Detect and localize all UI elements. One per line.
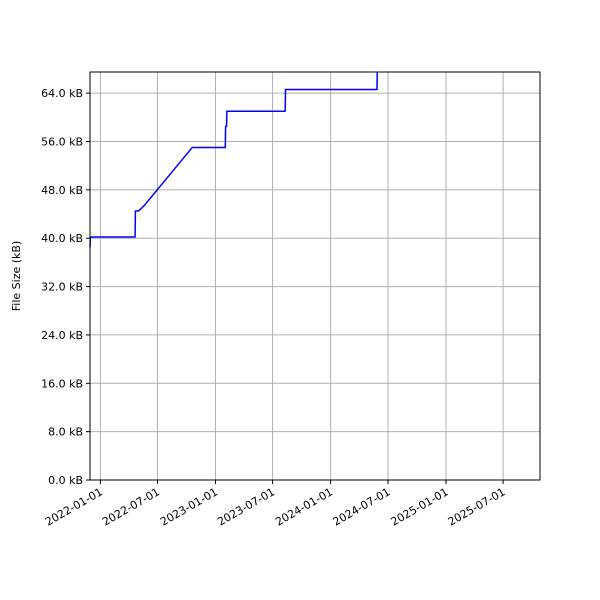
y-tick-label: 40.0 kB (41, 232, 83, 245)
y-tick-label: 64.0 kB (41, 87, 83, 100)
y-tick-label: 0.0 kB (48, 474, 83, 487)
series-line (89, 71, 379, 248)
y-tick-label: 56.0 kB (41, 136, 83, 149)
series-lines (89, 71, 379, 248)
y-tick-label: 8.0 kB (48, 426, 83, 439)
y-tick-label: 24.0 kB (41, 329, 83, 342)
y-tick-label: 16.0 kB (41, 377, 83, 390)
y-axis-ticks: 0.0 kB 8.0 kB 16.0 kB 24.0 kB 32.0 kB 40.0 kB… (41, 87, 90, 487)
y-tick-label: 32.0 kB (41, 281, 83, 294)
y-tick-label: 48.0 kB (41, 184, 83, 197)
y-axis-label: File Size (kB) (10, 241, 23, 311)
plot-frame (89, 71, 541, 481)
